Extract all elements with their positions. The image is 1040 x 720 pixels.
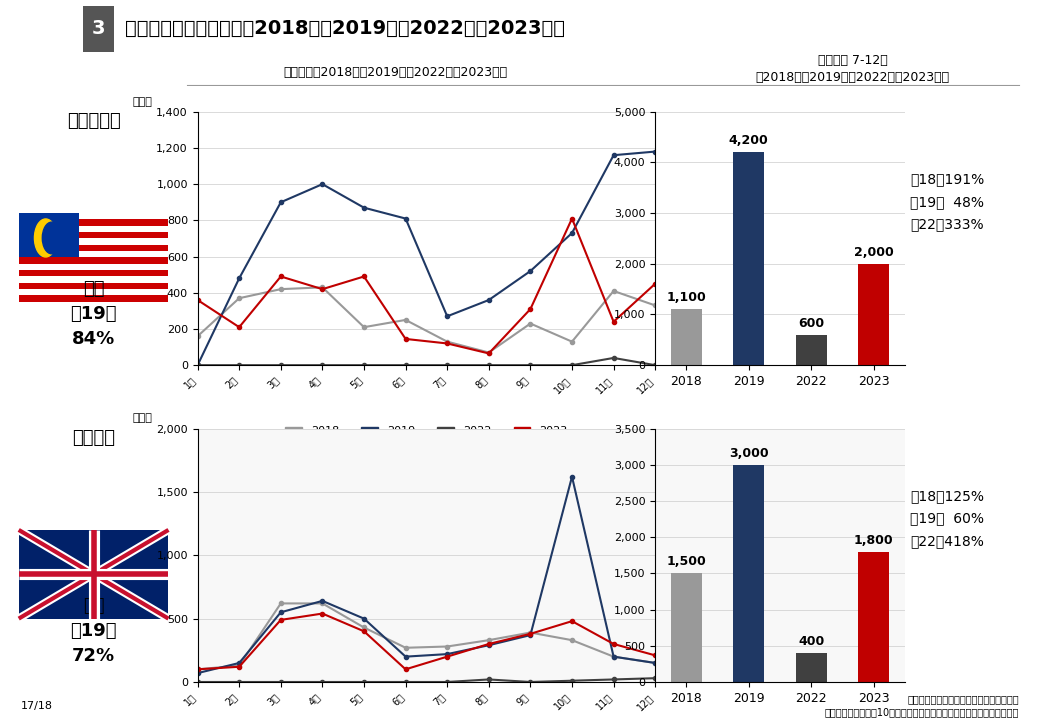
Text: 同期間比 7-12月
（2018年、2019年、2022年、2023年）: 同期間比 7-12月 （2018年、2019年、2022年、2023年） xyxy=(756,54,950,84)
Y-axis label: （人）: （人） xyxy=(133,96,153,107)
Circle shape xyxy=(43,222,61,253)
Y-axis label: （人）: （人） xyxy=(133,413,153,423)
Text: マレーシア: マレーシア xyxy=(67,112,121,130)
FancyBboxPatch shape xyxy=(19,283,168,289)
FancyBboxPatch shape xyxy=(19,258,168,264)
Bar xyxy=(733,153,764,365)
Text: 年間推移（2018年、2019年、2022年、2023年）: 年間推移（2018年、2019年、2022年、2023年） xyxy=(283,66,508,78)
FancyBboxPatch shape xyxy=(19,295,168,302)
FancyBboxPatch shape xyxy=(19,276,168,283)
FancyBboxPatch shape xyxy=(19,530,168,618)
Bar xyxy=(796,335,827,365)
Text: 1,800: 1,800 xyxy=(854,534,893,546)
FancyBboxPatch shape xyxy=(19,251,168,258)
FancyBboxPatch shape xyxy=(19,245,168,251)
FancyBboxPatch shape xyxy=(19,220,168,226)
FancyBboxPatch shape xyxy=(19,289,168,295)
Text: 国別動向（同期間比較　2018年、2019年、2022年、2023年）: 国別動向（同期間比較 2018年、2019年、2022年、2023年） xyxy=(125,19,565,38)
Text: 資料：長崎市モバイル空間統計を基に作成
（注）表示の数値は10人単位を四捨五入。増加率は元データにより算出: 資料：長崎市モバイル空間統計を基に作成 （注）表示の数値は10人単位を四捨五入。… xyxy=(825,694,1019,717)
FancyBboxPatch shape xyxy=(19,226,168,232)
Text: 400: 400 xyxy=(798,635,825,648)
Bar xyxy=(796,653,827,682)
FancyBboxPatch shape xyxy=(19,238,168,245)
Text: 4,200: 4,200 xyxy=(729,134,769,147)
Bar xyxy=(671,310,702,365)
FancyBboxPatch shape xyxy=(19,213,168,220)
Text: イギリス: イギリス xyxy=(72,428,115,446)
Bar xyxy=(733,464,764,682)
Bar xyxy=(858,264,889,365)
Circle shape xyxy=(34,219,57,257)
Text: 17/18: 17/18 xyxy=(21,701,53,711)
Text: 対18年191%
対19年  48%
対22年333%: 対18年191% 対19年 48% 対22年333% xyxy=(910,172,984,232)
Text: 市場
対19年
84%: 市場 対19年 84% xyxy=(71,281,116,348)
Text: 1,500: 1,500 xyxy=(667,555,706,568)
FancyBboxPatch shape xyxy=(83,6,114,52)
Bar xyxy=(858,552,889,682)
FancyBboxPatch shape xyxy=(19,270,168,276)
FancyBboxPatch shape xyxy=(19,264,168,270)
Text: 市場
対19年
72%: 市場 対19年 72% xyxy=(71,598,116,665)
Text: 600: 600 xyxy=(798,317,825,330)
Bar xyxy=(671,573,702,682)
FancyBboxPatch shape xyxy=(19,213,79,258)
FancyBboxPatch shape xyxy=(19,232,168,238)
Text: 3: 3 xyxy=(93,19,105,38)
FancyBboxPatch shape xyxy=(0,0,83,58)
Text: 3,000: 3,000 xyxy=(729,446,769,459)
Legend: 2018, 2019, 2022, 2023: 2018, 2019, 2022, 2023 xyxy=(281,422,572,441)
Text: 2,000: 2,000 xyxy=(854,246,893,258)
Text: 1,100: 1,100 xyxy=(667,292,706,305)
Text: 対18年125%
対19年  60%
対22年418%: 対18年125% 対19年 60% 対22年418% xyxy=(910,489,984,549)
